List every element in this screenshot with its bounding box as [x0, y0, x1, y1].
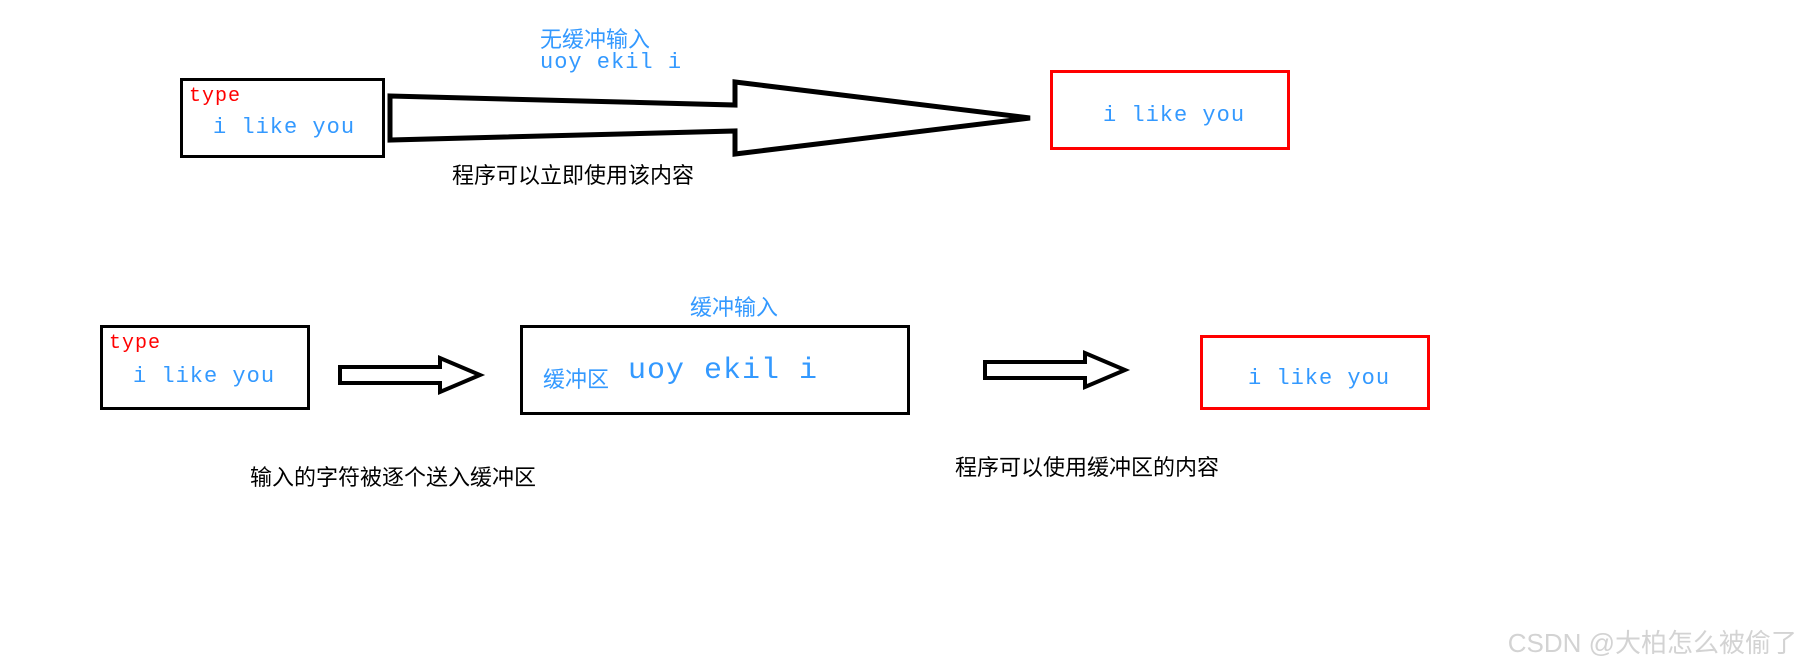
row2-arrow2	[985, 353, 1125, 387]
type-label: type	[109, 332, 161, 355]
row1-arrow	[390, 82, 1030, 154]
type-label: type	[189, 85, 241, 108]
source-content: i like you	[133, 364, 275, 389]
dest-content: i like you	[1248, 366, 1390, 391]
row2-top-label: 缓冲输入	[690, 290, 778, 322]
buffer-label: 缓冲区	[543, 362, 609, 394]
watermark: CSDN @大柏怎么被偷了	[1508, 623, 1797, 660]
row2-caption-right: 程序可以使用缓冲区的内容	[955, 450, 1219, 482]
row1-source-box: type i like you	[180, 78, 385, 158]
dest-content: i like you	[1103, 103, 1245, 128]
row2-caption-left: 输入的字符被逐个送入缓冲区	[250, 460, 536, 492]
buffer-content: uoy ekil i	[628, 354, 818, 388]
row2-dest-box: i like you	[1200, 335, 1430, 410]
row1-caption: 程序可以立即使用该内容	[452, 158, 694, 190]
row2-arrow1	[340, 358, 480, 392]
row2-buffer-box: 缓冲区 uoy ekil i	[520, 325, 910, 415]
row1-dest-box: i like you	[1050, 70, 1290, 150]
source-content: i like you	[213, 115, 355, 140]
row1-label-line2: uoy ekil i	[540, 50, 682, 75]
row2-source-box: type i like you	[100, 325, 310, 410]
